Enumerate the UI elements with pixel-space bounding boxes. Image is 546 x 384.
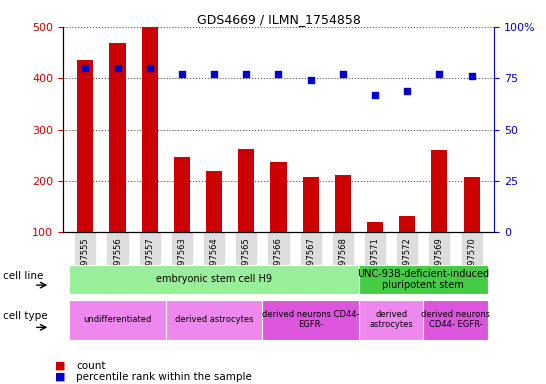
Bar (109, 43, 126, 284)
Text: derived
astrocytes: derived astrocytes (369, 310, 413, 329)
Bar (141, 27, 158, 284)
Bar (302, 177, 319, 284)
Text: cell line: cell line (3, 270, 43, 281)
Text: derived neurons
CD44- EGFR-: derived neurons CD44- EGFR- (421, 310, 490, 329)
Text: ■: ■ (55, 361, 65, 371)
Point (274, 71, 283, 77)
Text: UNC-93B-deficient-induced
pluripotent stem: UNC-93B-deficient-induced pluripotent st… (357, 268, 489, 290)
Bar (335, 175, 351, 284)
Title: GDS4669 / ILMN_1754858: GDS4669 / ILMN_1754858 (197, 13, 360, 26)
Text: percentile rank within the sample: percentile rank within the sample (76, 372, 252, 382)
Point (81, 65, 90, 71)
Bar (367, 222, 383, 284)
Text: derived neurons CD44-
EGFR-: derived neurons CD44- EGFR- (262, 310, 359, 329)
Point (145, 65, 154, 71)
Point (339, 71, 347, 77)
Point (403, 88, 412, 94)
Text: embryonic stem cell H9: embryonic stem cell H9 (156, 274, 272, 285)
Bar (399, 217, 416, 284)
Text: count: count (76, 361, 106, 371)
Point (467, 73, 476, 79)
Bar (270, 162, 287, 284)
Text: derived astrocytes: derived astrocytes (175, 315, 253, 324)
Bar (78, 60, 93, 284)
Bar (464, 177, 479, 284)
Bar (238, 149, 254, 284)
Text: cell type: cell type (3, 311, 48, 321)
Point (210, 71, 218, 77)
Bar (174, 157, 190, 284)
Text: undifferentiated: undifferentiated (84, 315, 152, 324)
Point (242, 71, 251, 77)
Point (306, 77, 315, 83)
Text: ■: ■ (55, 372, 65, 382)
Bar (431, 150, 448, 284)
Point (371, 92, 379, 98)
Point (177, 71, 186, 77)
Point (435, 71, 444, 77)
Point (113, 65, 122, 71)
Bar (206, 171, 222, 284)
